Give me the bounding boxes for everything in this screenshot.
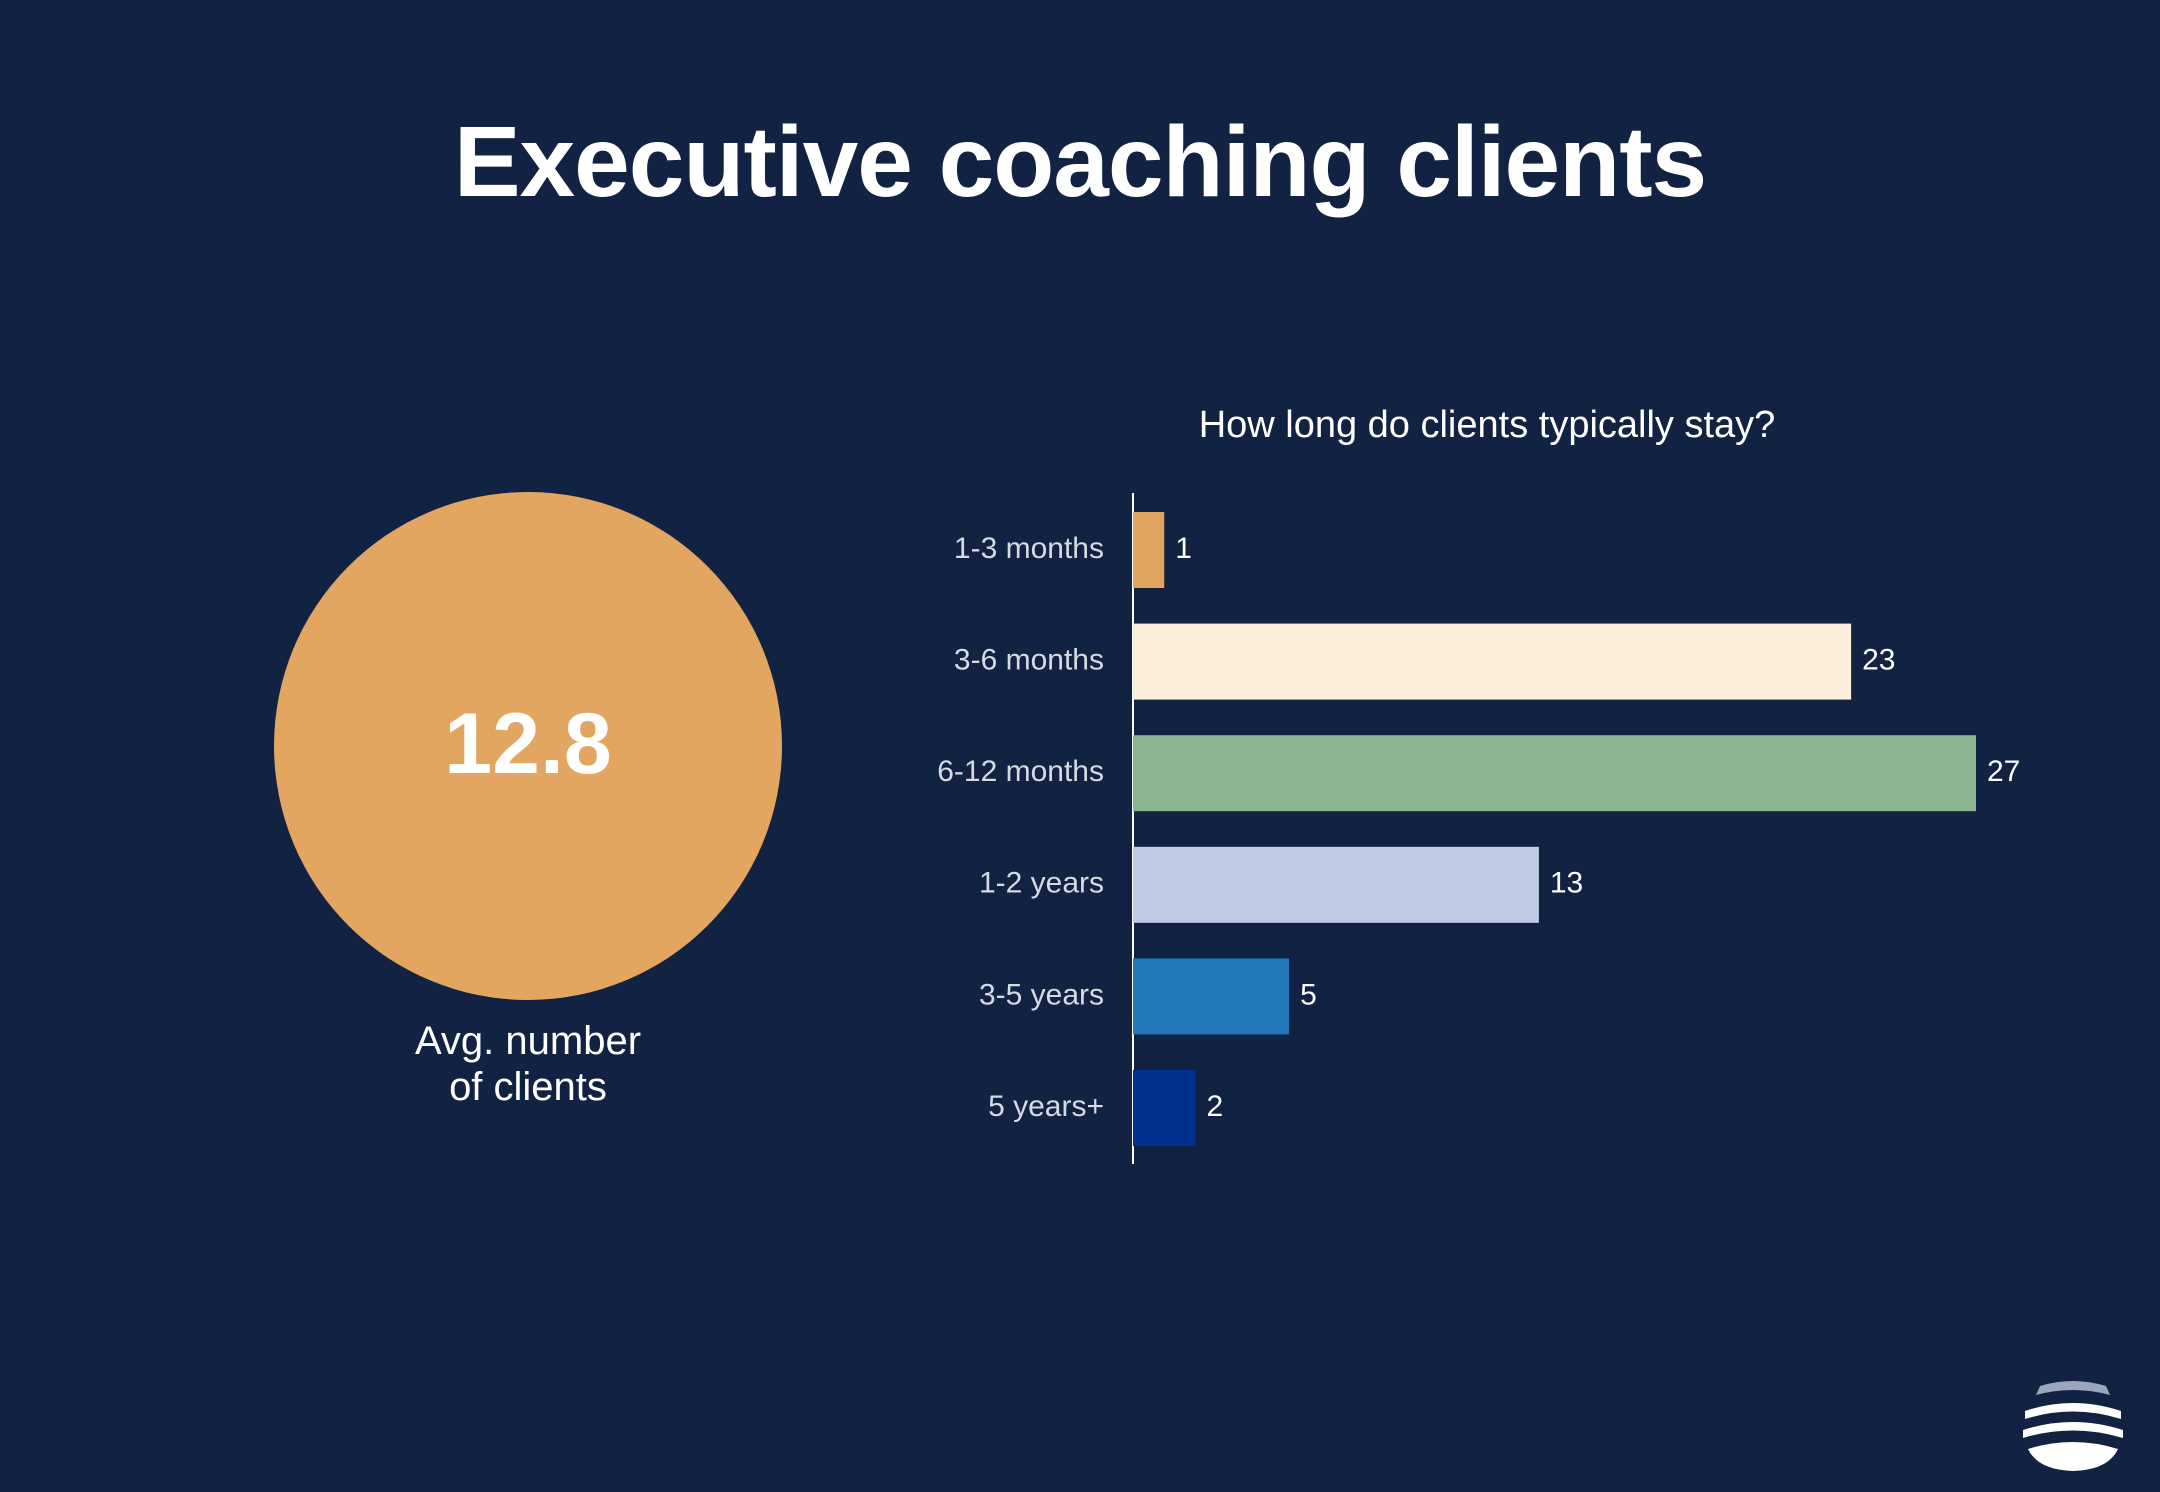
value-label-1: 23 bbox=[1862, 644, 1895, 677]
value-label-4: 5 bbox=[1300, 978, 1317, 1011]
bar-2 bbox=[1133, 735, 1976, 812]
category-label-5: 5 years+ bbox=[988, 1090, 1104, 1123]
kpi-label-line-2: of clients bbox=[449, 1065, 607, 1109]
value-label-2: 27 bbox=[1987, 755, 2020, 788]
category-label-1: 3-6 months bbox=[954, 644, 1104, 677]
kpi-label: Avg. number of clients bbox=[274, 1018, 782, 1110]
bar-4 bbox=[1133, 958, 1290, 1035]
category-label-3: 1-2 years bbox=[979, 867, 1104, 900]
bar-0 bbox=[1133, 512, 1165, 588]
kpi-value: 12.8 bbox=[444, 696, 612, 792]
value-label-3: 13 bbox=[1550, 867, 1583, 900]
chart-title: How long do clients typically stay? bbox=[1198, 404, 1776, 446]
waves-logo-icon bbox=[2023, 1381, 2123, 1471]
kpi-circle bbox=[274, 492, 782, 1000]
category-label-0: 1-3 months bbox=[954, 532, 1104, 565]
kpi-label-line-1: Avg. number bbox=[414, 1019, 642, 1063]
category-label-4: 3-5 years bbox=[979, 978, 1104, 1011]
value-label-5: 2 bbox=[1206, 1090, 1223, 1123]
bar-3 bbox=[1133, 846, 1539, 923]
page-title: Executive coaching clients bbox=[453, 106, 1707, 218]
bar-1 bbox=[1133, 623, 1852, 700]
bar-5 bbox=[1133, 1070, 1196, 1146]
category-label-2: 6-12 months bbox=[937, 755, 1104, 788]
value-label-0: 1 bbox=[1175, 532, 1192, 565]
